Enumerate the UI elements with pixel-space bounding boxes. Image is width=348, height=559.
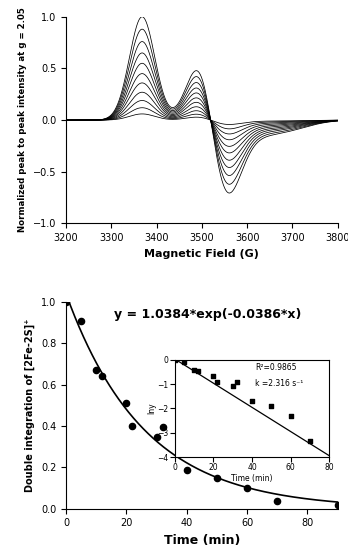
Point <box>244 484 250 492</box>
Point <box>130 421 135 430</box>
Point <box>124 399 129 408</box>
Point <box>154 433 159 442</box>
Point <box>100 372 105 381</box>
X-axis label: Magnetic Field (G): Magnetic Field (G) <box>144 249 259 259</box>
Point <box>214 473 220 482</box>
Text: y = 1.0384*exp(-0.0386*x): y = 1.0384*exp(-0.0386*x) <box>113 308 301 321</box>
Point <box>160 423 165 432</box>
Point <box>184 466 190 475</box>
Point <box>94 366 99 375</box>
Y-axis label: Normalized peak to peak intensity at g = 2.05: Normalized peak to peak intensity at g =… <box>18 8 27 233</box>
Y-axis label: Double integration of [2Fe-2S]⁺: Double integration of [2Fe-2S]⁺ <box>25 319 35 492</box>
Point <box>78 316 84 325</box>
Point <box>275 497 280 506</box>
Point <box>63 297 69 306</box>
Point <box>335 500 340 509</box>
X-axis label: Time (min): Time (min) <box>164 534 240 547</box>
